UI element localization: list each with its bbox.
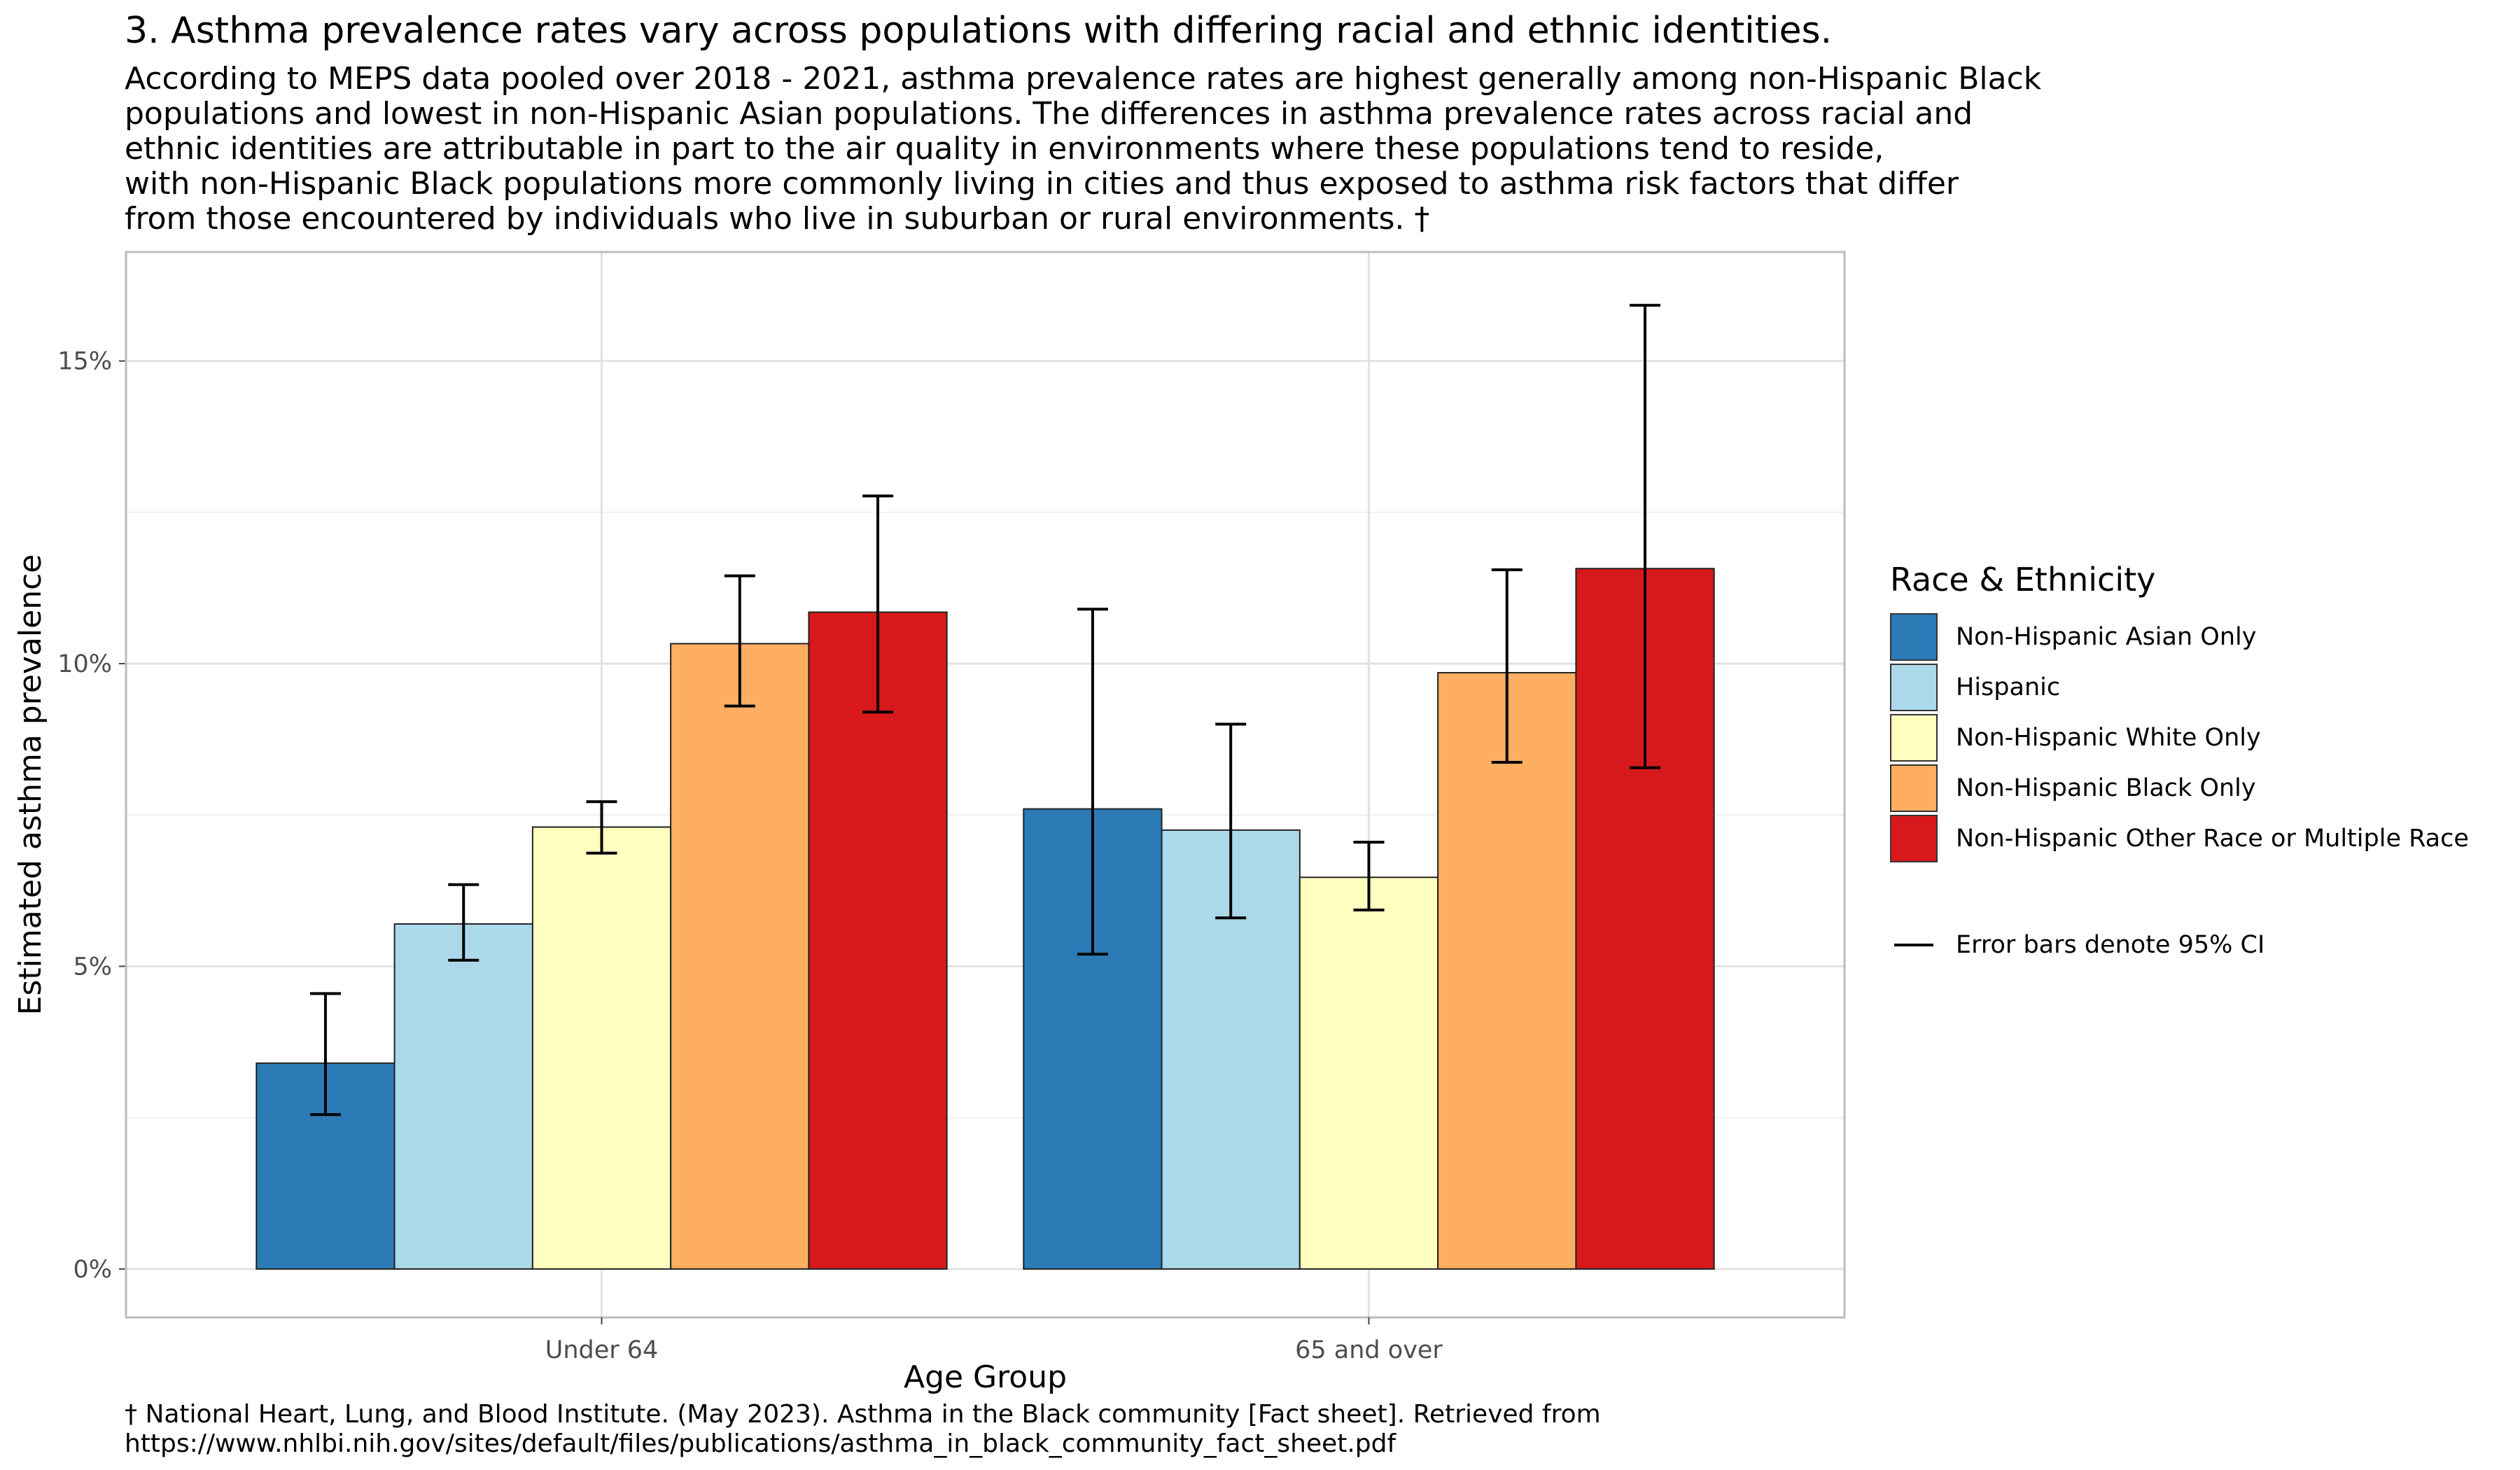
panel-border [125,251,1846,1319]
chart-subtitle: According to MEPS data pooled over 2018 … [125,62,2041,237]
axes: 0% 5% 10% 15% Under 64 65 and over Age Group Es… [13,251,1846,1395]
subtitle-line: ethnic identities are attributable in pa… [125,131,1884,167]
caption-line: https://www.nhlbi.nih.gov/sites/default/… [125,1429,1396,1458]
legend-label: Hispanic [1956,673,2061,701]
error-bar [1353,841,1385,912]
y-axis-title: Estimated asthma prevalence [13,554,48,1016]
legend-item: Non-Hispanic White Only [1890,713,2469,763]
y-tick-label: 15% [57,348,112,376]
error-bar [1215,722,1247,920]
legend-label: Non-Hispanic White Only [1956,724,2261,752]
subtitle-line: According to MEPS data pooled over 2018 … [125,61,2042,97]
legend-items: Non-Hispanic Asian Only Hispanic Non-Hispa… [1890,612,2469,864]
legend-label: Non-Hispanic Black Only [1956,774,2256,802]
bar [531,826,672,1270]
error-bar-key-icon [1894,944,1933,946]
error-bar [724,574,755,708]
x-tick-label: Under 64 [545,1336,659,1364]
subtitle-line: from those encountered by individuals wh… [125,201,1430,237]
legend-label: Non-Hispanic Asian Only [1956,623,2257,651]
caption-line: † National Heart, Lung, and Blood Instit… [125,1400,1601,1429]
legend-title: Race & Ethnicity [1890,561,2156,598]
legend-swatch [1890,764,1938,812]
legend-swatch [1890,613,1938,661]
legend-swatch [1890,714,1938,762]
bar [808,611,948,1270]
legend-item: Non-Hispanic Asian Only [1890,612,2469,662]
error-bar [862,494,894,714]
x-tick-label: 65 and over [1295,1336,1443,1364]
x-axis-title: Age Group [904,1359,1067,1395]
bar [1437,672,1577,1270]
legend-swatch [1890,815,1938,862]
error-bars [309,304,1661,1116]
y-tick-label: 10% [57,650,112,678]
y-tick-label: 5% [73,953,112,981]
error-bar [586,800,617,855]
legend: Race & Ethnicity Non-Hispanic Asian Only… [1890,560,2469,959]
bar [393,923,533,1270]
legend-item: Non-Hispanic Other Race or Multiple Race [1890,813,2469,864]
error-bar [448,883,479,962]
error-bar [1630,304,1661,769]
bar [670,643,810,1270]
legend-item: Non-Hispanic Black Only [1890,763,2469,813]
y-tick-label: 0% [73,1256,112,1284]
subtitle-line: populations and lowest in non-Hispanic A… [125,96,1973,132]
error-bar [1491,568,1522,764]
bar [1298,876,1439,1270]
legend-error-note: Error bars denote 95% CI [1890,931,2469,959]
legend-label: Non-Hispanic Other Race or Multiple Race [1956,825,2469,853]
legend-item: Hispanic [1890,662,2469,713]
bars [255,568,1715,1270]
legend-error-note-label: Error bars denote 95% CI [1956,931,2265,959]
error-bar [309,992,341,1116]
error-bar [1077,608,1108,956]
caption: † National Heart, Lung, and Blood Instit… [125,1400,1601,1459]
subtitle-line: with non-Hispanic Black populations more… [125,166,1959,202]
chart-title: 3. Asthma prevalence rates vary across p… [125,10,1833,52]
legend-swatch [1890,664,1938,711]
